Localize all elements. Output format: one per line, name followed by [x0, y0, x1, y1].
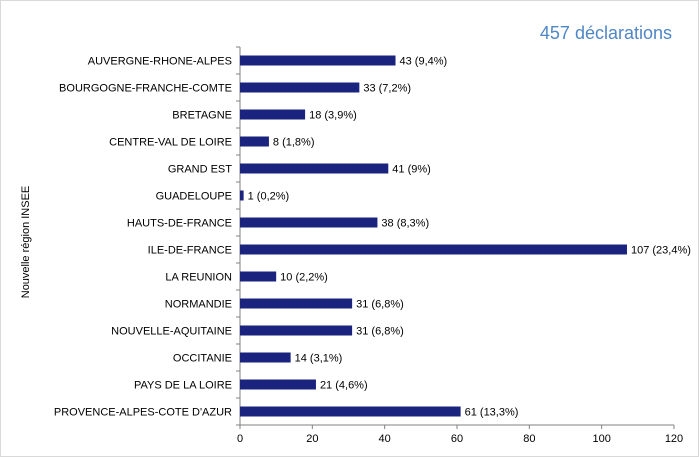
category-label: HAUTS-DE-FRANCE — [127, 218, 232, 230]
data-label: 14 (3,1%) — [295, 353, 343, 365]
bar — [240, 217, 378, 228]
bar — [240, 163, 389, 174]
data-label: 61 (13,3%) — [465, 407, 519, 419]
y-axis-label: Nouvelle région INSEE — [20, 186, 32, 299]
x-tick-label: 20 — [306, 433, 318, 445]
category-label: ILE-DE-FRANCE — [148, 245, 232, 257]
category-label: CENTRE-VAL DE LOIRE — [109, 137, 232, 149]
category-label: PAYS DE LA LOIRE — [134, 380, 232, 392]
data-label: 10 (2,2%) — [280, 272, 328, 284]
data-label: 43 (9,4%) — [400, 56, 448, 68]
category-label: PROVENCE-ALPES-COTE D'AZUR — [54, 407, 232, 419]
data-label: 31 (6,8%) — [356, 299, 404, 311]
bar — [240, 190, 244, 201]
data-label: 38 (8,3%) — [381, 218, 429, 230]
x-tick-label: 120 — [665, 433, 683, 445]
data-label: 8 (1,8%) — [273, 137, 315, 149]
bar — [240, 298, 353, 309]
category-label: GRAND EST — [168, 164, 232, 176]
category-label: OCCITANIE — [173, 353, 232, 365]
x-tick-label: 60 — [451, 433, 463, 445]
category-label: BRETAGNE — [172, 110, 232, 122]
category-label: NOUVELLE-AQUITAINE — [111, 326, 232, 338]
data-label: 1 (0,2%) — [248, 191, 290, 203]
bar — [240, 271, 277, 282]
bar — [240, 136, 269, 147]
data-label: 41 (9%) — [392, 164, 431, 176]
chart-labels: AUVERGNE-RHONE-ALPES 43 (9,4%) BOURGOGNE-F… — [54, 56, 691, 419]
bar — [240, 325, 353, 336]
data-label: 18 (3,9%) — [309, 110, 357, 122]
bar — [240, 244, 627, 255]
data-label: 33 (7,2%) — [363, 83, 411, 95]
category-label: BOURGOGNE-FRANCHE-COMTE — [59, 83, 232, 95]
chart-bars — [240, 55, 627, 417]
category-label: NORMANDIE — [165, 299, 232, 311]
category-label: LA REUNION — [165, 272, 232, 284]
bar — [240, 55, 396, 66]
x-tick-label: 100 — [592, 433, 610, 445]
data-label: 107 (23,4%) — [631, 245, 691, 257]
category-label: GUADELOUPE — [156, 191, 232, 203]
bar — [240, 379, 316, 390]
bar — [240, 109, 306, 120]
x-tick-label: 80 — [523, 433, 535, 445]
bar — [240, 352, 291, 363]
declarations-count: 457 déclarations — [539, 23, 672, 43]
x-tick-label: 40 — [379, 433, 391, 445]
x-tick-label: 0 — [237, 433, 243, 445]
bar — [240, 406, 461, 417]
category-label: AUVERGNE-RHONE-ALPES — [88, 56, 232, 68]
data-label: 31 (6,8%) — [356, 326, 404, 338]
data-label: 21 (4,6%) — [320, 380, 368, 392]
bar — [240, 82, 360, 93]
